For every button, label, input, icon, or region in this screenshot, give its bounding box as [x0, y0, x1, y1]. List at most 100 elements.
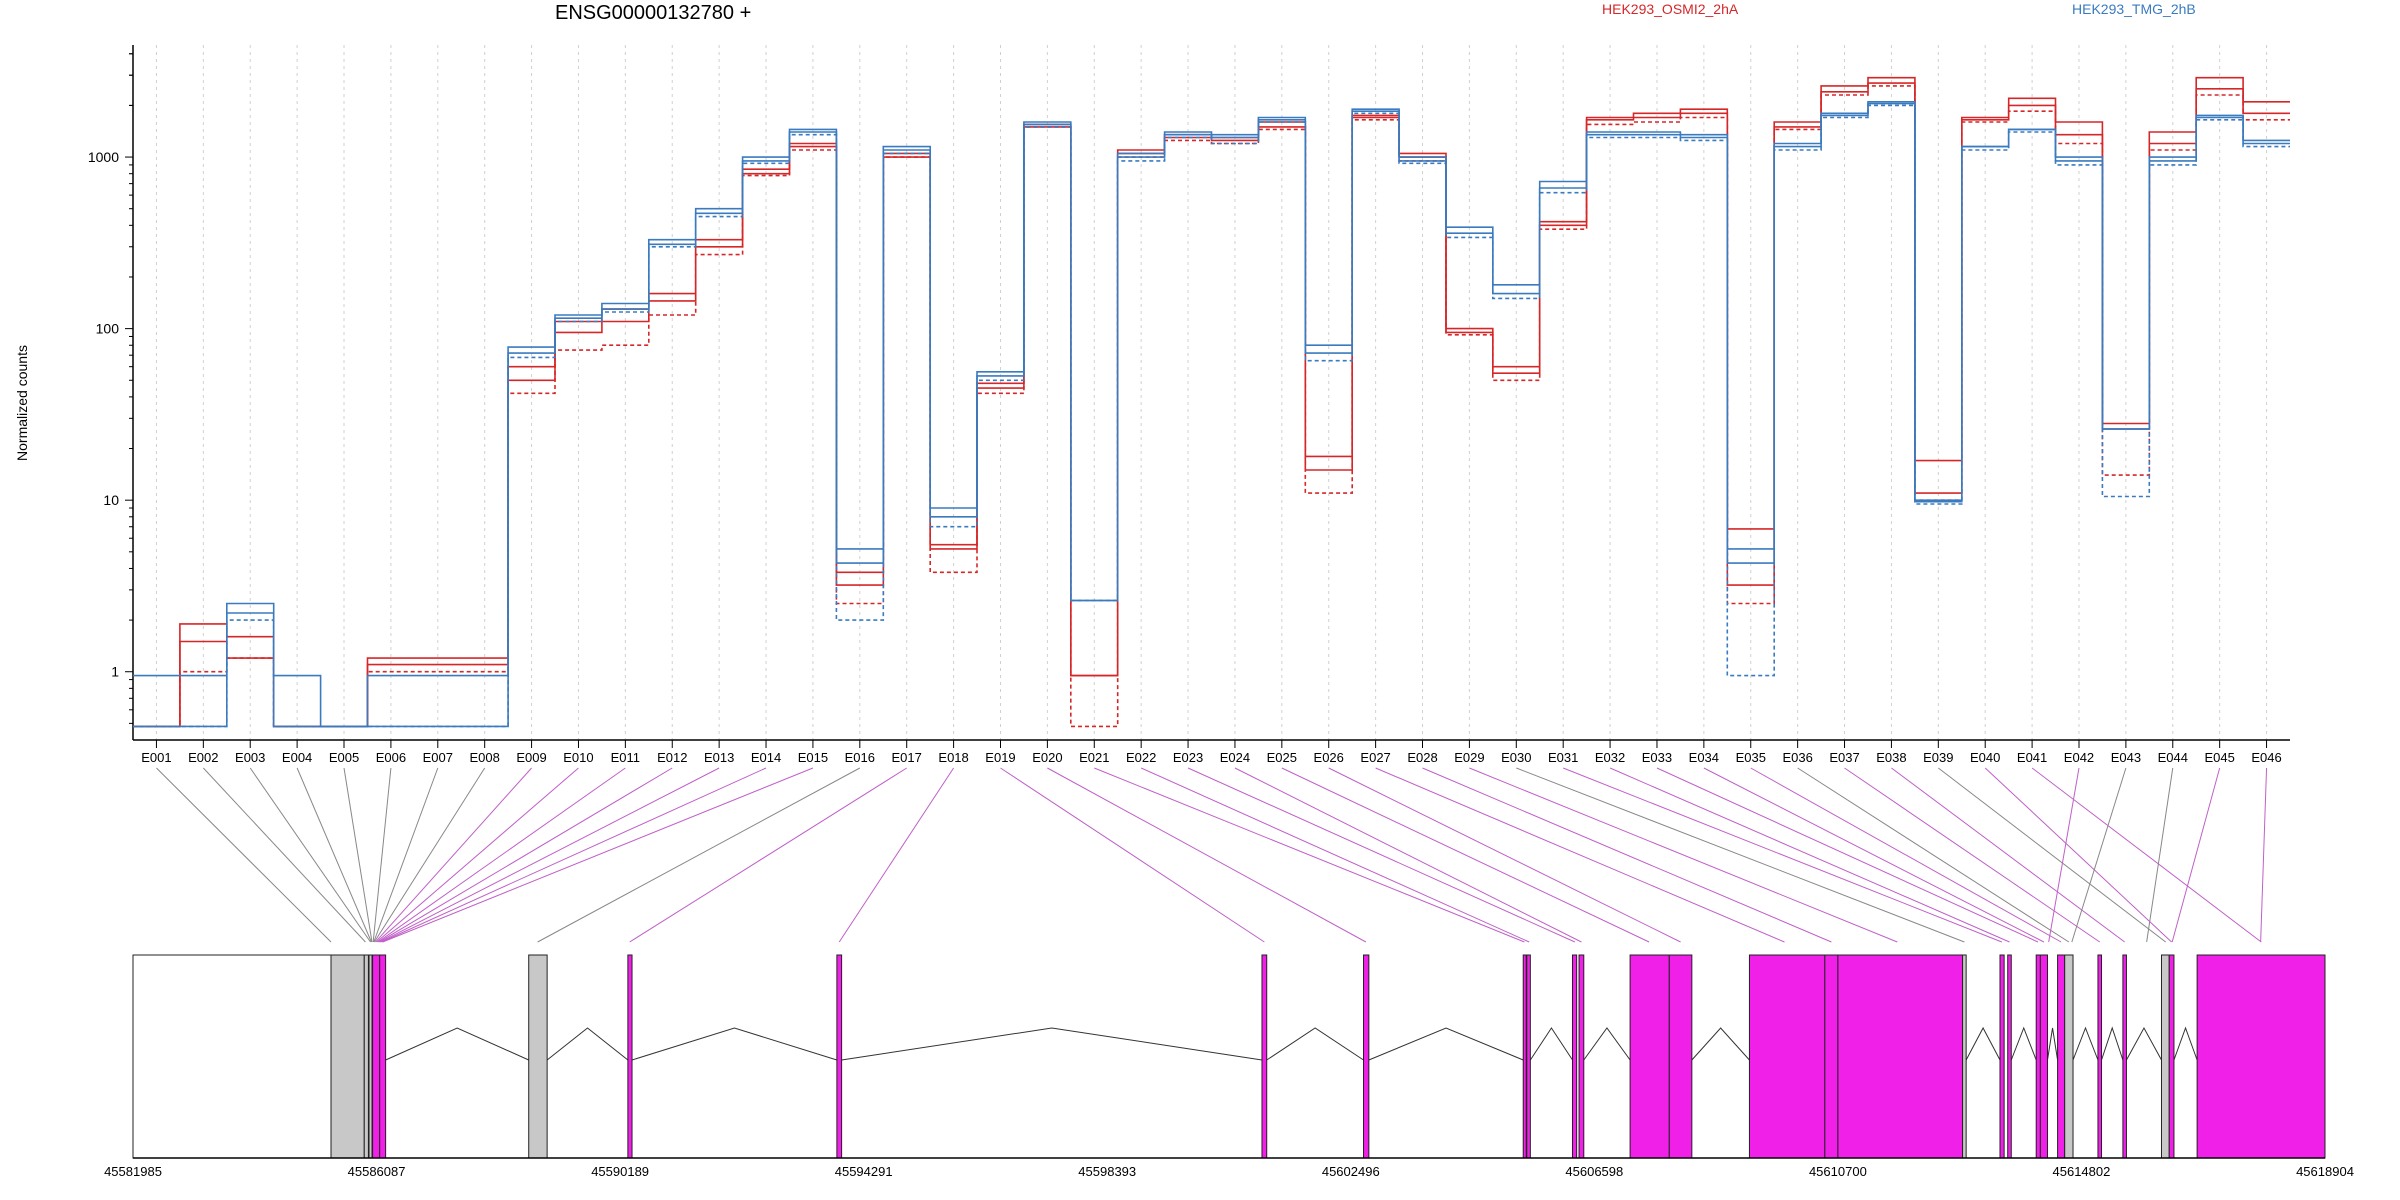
- x-tick-label: E033: [1642, 750, 1672, 765]
- exon-connector: [537, 767, 861, 943]
- series-line: [133, 104, 2290, 728]
- intron-line: [841, 1027, 1263, 1061]
- exon-block: [1824, 954, 1839, 1159]
- genome-coordinate-label: 45590189: [591, 1164, 649, 1179]
- x-tick-label: E021: [1079, 750, 1109, 765]
- exon-block: [379, 954, 387, 1159]
- exon-block: [1629, 954, 1670, 1159]
- genome-coordinate-label: 45606598: [1565, 1164, 1623, 1179]
- exon-connector: [296, 767, 372, 943]
- exon-connector: [1656, 767, 2039, 943]
- genome-coordinate-label: 45598393: [1078, 1164, 1136, 1179]
- genome-coordinate-label: 45610700: [1809, 1164, 1867, 1179]
- intron-line: [1691, 1027, 1750, 1061]
- genome-coordinate-label: 45614802: [2053, 1164, 2111, 1179]
- intron-line: [2126, 1026, 2162, 1061]
- intron-line: [1368, 1027, 1524, 1061]
- legend-entry-osmi2: HEK293_OSMI2_2hA: [1602, 1, 1739, 17]
- exon-block: [1999, 954, 2005, 1159]
- exon-connector: [156, 767, 332, 943]
- x-tick-label: E022: [1126, 750, 1156, 765]
- exon-connector: [1187, 767, 1576, 943]
- x-tick-label: E011: [611, 750, 640, 765]
- x-tick-label: E003: [235, 750, 265, 765]
- intron-line: [631, 1027, 838, 1061]
- x-tick-label: E019: [985, 750, 1015, 765]
- x-tick-label: E028: [1407, 750, 1437, 765]
- exon-connector: [2146, 767, 2174, 943]
- x-tick-label: E031: [1548, 750, 1578, 765]
- series-line: [133, 85, 2290, 728]
- exon-block: [1572, 954, 1578, 1159]
- x-tick-label: E009: [516, 750, 546, 765]
- exon-connector: [1609, 767, 2010, 943]
- x-tick-label: E010: [563, 750, 593, 765]
- x-tick-label: E001: [141, 750, 171, 765]
- intron-line: [385, 1027, 529, 1061]
- intron-line: [1529, 1027, 1573, 1061]
- x-tick-label: E044: [2158, 750, 2188, 765]
- intron-line: [1965, 1026, 2001, 1061]
- exon-connector: [2048, 767, 2080, 943]
- exon-block: [2122, 954, 2127, 1159]
- intron-line: [2101, 1026, 2124, 1061]
- series-line: [133, 82, 2290, 728]
- exon-block: [1578, 954, 1585, 1159]
- genome-coordinate-label: 45581985: [104, 1164, 162, 1179]
- exon-connector: [1422, 767, 1832, 943]
- x-tick-label: E018: [938, 750, 968, 765]
- exon-connector: [1703, 767, 2045, 943]
- x-tick-label: E043: [2111, 750, 2141, 765]
- exon-connector: [376, 767, 579, 943]
- x-tick-label: E020: [1032, 750, 1062, 765]
- x-tick-label: E040: [1970, 750, 2000, 765]
- exon-block: [2039, 954, 2048, 1159]
- x-tick-label: E038: [1876, 750, 1906, 765]
- exon-connector: [380, 767, 720, 943]
- noncoding-block: [330, 954, 365, 1159]
- exon-connector: [343, 767, 373, 943]
- exon-connector: [1984, 767, 2172, 943]
- x-tick-label: E035: [1736, 750, 1766, 765]
- genome-coordinate-label: 45602496: [1322, 1164, 1380, 1179]
- y-tick-label: 10: [103, 492, 119, 508]
- exon-block: [627, 954, 633, 1159]
- x-tick-label: E027: [1360, 750, 1390, 765]
- legend-entry-tmg: HEK293_TMG_2hB: [2072, 1, 2196, 17]
- exon-connector: [1844, 767, 2101, 943]
- intron-line: [2010, 1026, 2037, 1061]
- exon-connector: [1375, 767, 1785, 943]
- y-tick-label: 1000: [88, 149, 119, 165]
- exon-connector: [375, 767, 532, 943]
- x-tick-label: E025: [1267, 750, 1297, 765]
- x-tick-label: E036: [1782, 750, 1812, 765]
- x-tick-label: E013: [704, 750, 734, 765]
- exon-connector: [373, 767, 439, 943]
- exon-block: [2035, 954, 2041, 1159]
- intron-line: [2072, 1026, 2099, 1061]
- exon-connector: [1140, 767, 1530, 943]
- x-tick-label: E016: [845, 750, 875, 765]
- exon-block: [2007, 954, 2012, 1159]
- exon-block: [1526, 954, 1531, 1159]
- exon-block: [1668, 954, 1693, 1159]
- exon-connector: [629, 767, 907, 943]
- exon-connector: [202, 767, 366, 943]
- intron-line: [2046, 1027, 2059, 1061]
- exon-connector: [1797, 767, 2070, 943]
- exon-block: [1748, 954, 1826, 1159]
- x-tick-label: E002: [188, 750, 218, 765]
- series-line: [133, 101, 2290, 728]
- x-tick-label: E037: [1829, 750, 1859, 765]
- exon-connector: [377, 767, 626, 943]
- x-tick-label: E026: [1314, 750, 1344, 765]
- exon-block: [836, 954, 843, 1159]
- x-tick-label: E014: [751, 750, 781, 765]
- x-tick-label: E034: [1689, 750, 1719, 765]
- noncoding-block: [368, 954, 373, 1159]
- genome-coordinate-label: 45586087: [348, 1164, 406, 1179]
- exon-block: [1261, 954, 1268, 1159]
- exon-connector: [378, 767, 673, 943]
